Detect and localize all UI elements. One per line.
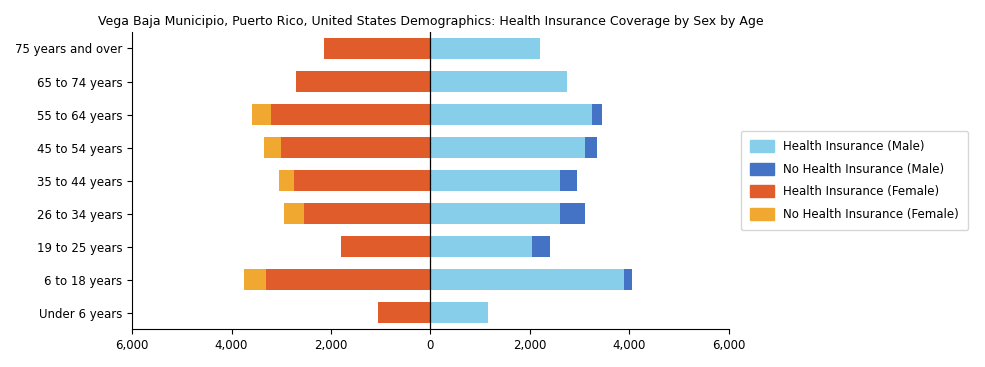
Bar [532,236,550,257]
Bar [430,38,540,59]
Bar [282,137,430,158]
Bar [279,170,294,191]
Bar [430,170,559,191]
Bar [294,170,430,191]
Legend: Health Insurance (Male), No Health Insurance (Male), Health Insurance (Female), : Health Insurance (Male), No Health Insur… [741,131,968,230]
Bar [284,203,303,224]
Bar [266,269,430,290]
Bar [378,302,430,323]
Bar [430,137,584,158]
Bar [430,302,488,323]
Bar [430,71,567,92]
Bar [430,236,532,257]
Bar [430,104,592,125]
Bar [430,203,559,224]
Title: Vega Baja Municipio, Puerto Rico, United States Demographics: Health Insurance C: Vega Baja Municipio, Puerto Rico, United… [98,15,763,28]
Bar [341,236,430,257]
Bar [296,71,430,92]
Bar [244,269,266,290]
Bar [584,137,597,158]
Bar [559,170,577,191]
Bar [303,203,430,224]
Bar [323,38,430,59]
Bar [559,203,584,224]
Bar [592,104,602,125]
Bar [252,104,271,125]
Bar [271,104,430,125]
Bar [624,269,631,290]
Bar [264,137,282,158]
Bar [430,269,624,290]
